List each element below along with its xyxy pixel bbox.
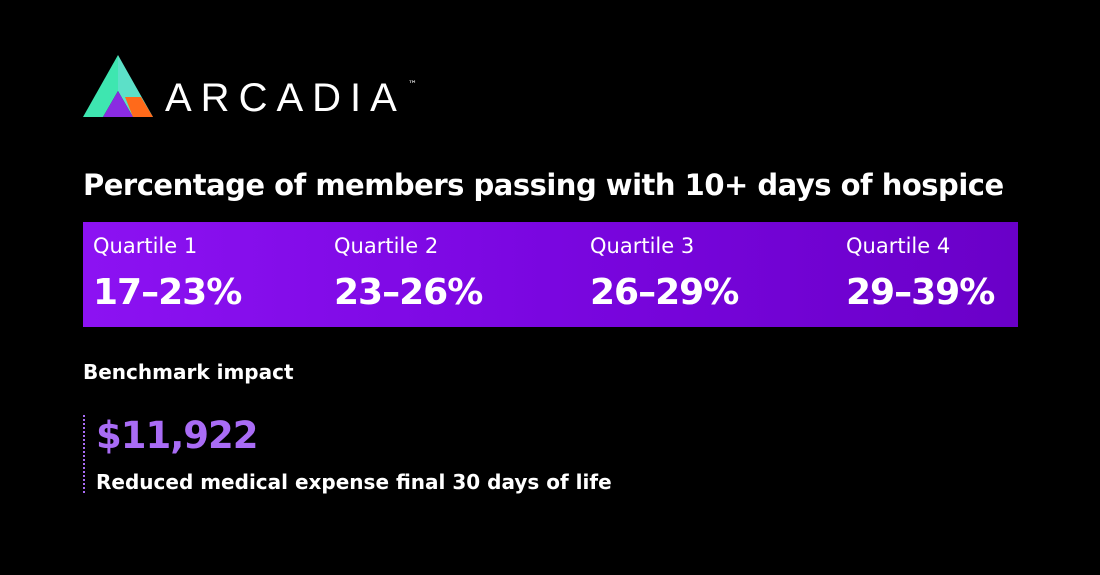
quartile-range: 23–26% bbox=[334, 272, 483, 313]
trademark: ™ bbox=[408, 80, 417, 90]
quartile-range: 17–23% bbox=[93, 272, 242, 313]
logo-name: ARCADIA bbox=[165, 76, 406, 120]
quartile-label: Quartile 3 bbox=[590, 234, 695, 258]
quartile-label: Quartile 2 bbox=[334, 234, 439, 258]
quartile-label: Quartile 1 bbox=[93, 234, 198, 258]
quartile-range: 26–29% bbox=[590, 272, 739, 313]
title: Percentage of members passing with 10+ d… bbox=[83, 168, 1004, 202]
logo-icon bbox=[83, 55, 153, 117]
quartile-band bbox=[83, 222, 1018, 327]
benchmark-value: $11,922 bbox=[96, 414, 259, 457]
benchmark-heading: Benchmark impact bbox=[83, 360, 294, 384]
quartile-label: Quartile 4 bbox=[846, 234, 951, 258]
quartile-range: 29–39% bbox=[846, 272, 995, 313]
accent-line bbox=[83, 415, 85, 493]
benchmark-description: Reduced medical expense final 30 days of… bbox=[96, 470, 612, 494]
